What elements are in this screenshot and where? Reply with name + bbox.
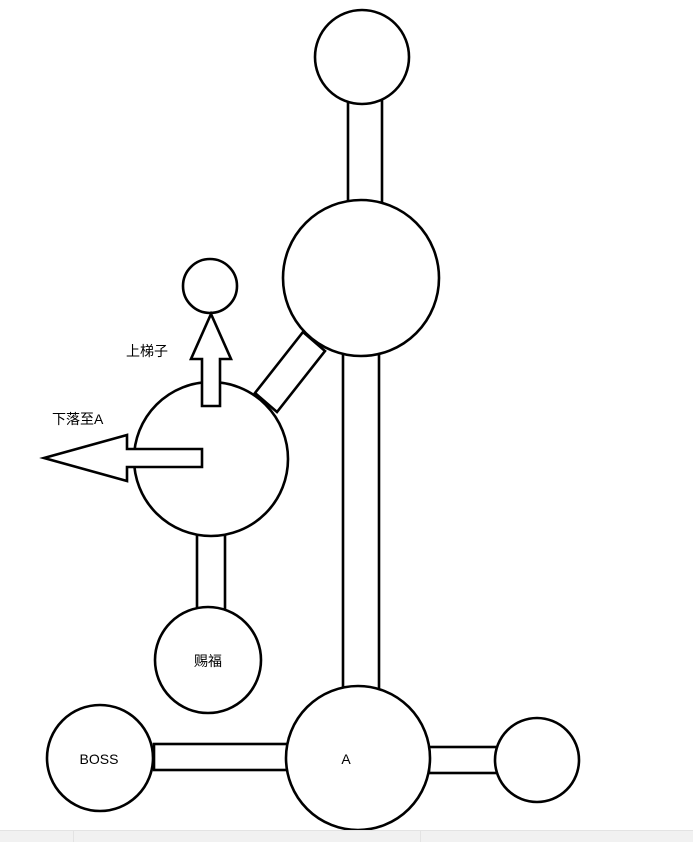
- corridor-diagonal-to-upper-room: [253, 330, 327, 414]
- arrow-left-drop: [39, 433, 204, 483]
- corridor-boss-to-a: [152, 742, 294, 772]
- bottom-scroll-strip: [0, 830, 693, 842]
- label-blessing: 赐福: [194, 653, 222, 669]
- label-drop-to-a: 下落至A: [52, 411, 104, 427]
- label-boss: BOSS: [80, 751, 119, 767]
- room-top: [313, 8, 411, 106]
- strip-divider: [73, 831, 74, 842]
- strip-divider: [420, 831, 421, 842]
- label-climb-ladder: 上梯子: [126, 343, 168, 359]
- corridor-a-to-right-room: [427, 745, 501, 775]
- room-upper: [281, 198, 441, 358]
- room-right: [493, 716, 581, 804]
- room-boss: [45, 703, 155, 813]
- arrow-up-ladder: [188, 310, 234, 408]
- corridor-mid-room-to-blessing: [195, 532, 227, 612]
- room-a: [284, 684, 432, 832]
- room-blessing: [153, 605, 263, 715]
- corridor-upper-room-to-a: [341, 350, 381, 694]
- corridor-top-to-upper-room: [346, 94, 384, 208]
- room-ladder-top: [181, 257, 239, 315]
- label-a: A: [341, 751, 351, 767]
